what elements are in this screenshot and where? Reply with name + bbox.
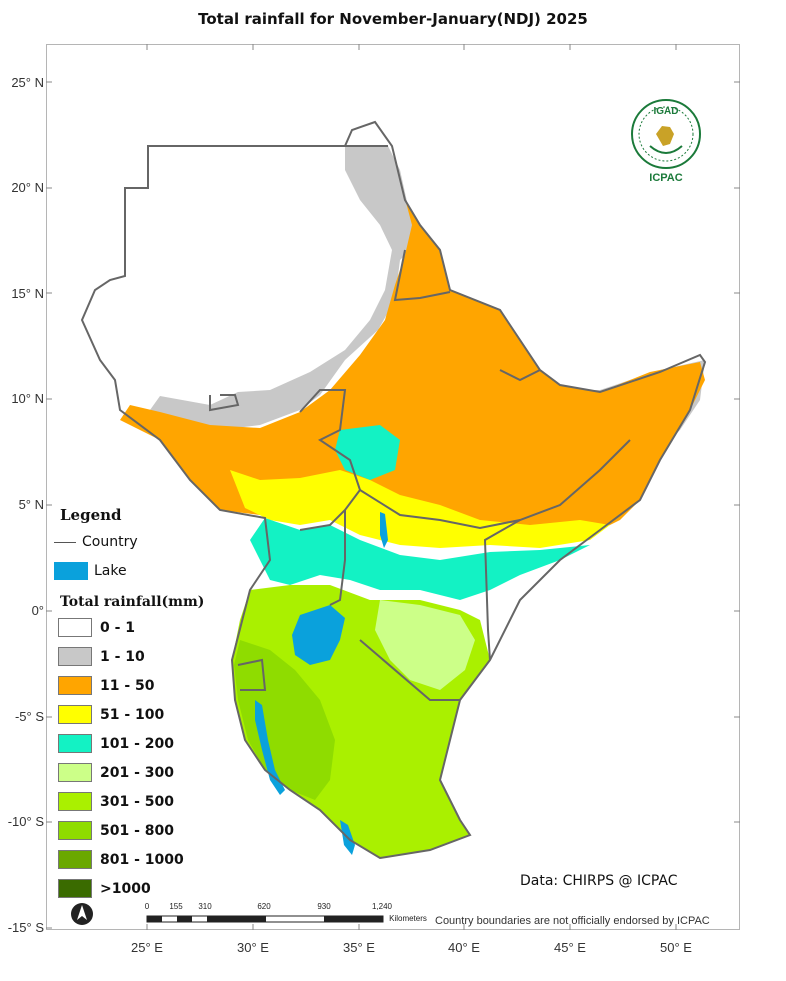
region-11-50 <box>120 146 705 540</box>
lake-victoria <box>292 605 345 665</box>
scale-unit: Kilometers <box>389 914 427 923</box>
legend-class-row: 1 - 10 <box>52 647 145 666</box>
lon-label-25e: 25° E <box>131 940 163 955</box>
legend-class-row: 51 - 100 <box>52 705 164 724</box>
region-dry-north <box>82 146 405 410</box>
lake-tanganyika <box>255 700 285 795</box>
legend-class-swatch <box>58 850 92 869</box>
legend-class-label: 501 - 800 <box>100 822 175 839</box>
lat-label-20n: 20° N <box>11 180 44 195</box>
legend-class-label: 11 - 50 <box>100 677 155 694</box>
legend-class-swatch <box>58 676 92 695</box>
region-201-300 <box>375 600 475 690</box>
lake-turkana <box>380 512 388 548</box>
legend-country: Country <box>54 534 138 550</box>
lat-label-15n: 15° N <box>11 286 44 301</box>
legend-class-swatch <box>58 879 92 898</box>
legend-class-swatch <box>58 647 92 666</box>
data-credit: Data: CHIRPS @ ICPAC <box>520 873 678 889</box>
legend-class-label: 801 - 1000 <box>100 851 184 868</box>
lon-label-30e: 30° E <box>237 940 269 955</box>
lake-swatch <box>54 562 88 580</box>
legend-lake: Lake <box>54 562 127 580</box>
lat-label-25n: 25° N <box>11 75 44 90</box>
legend-class-row: 801 - 1000 <box>52 850 184 869</box>
legend-country-label: Country <box>82 534 138 550</box>
legend-class-swatch <box>58 792 92 811</box>
lat-label-5n: 5° N <box>18 497 44 512</box>
scale-tick-310: 310 <box>198 902 212 911</box>
scale-tick-930: 930 <box>317 902 331 911</box>
region-101-200 <box>250 518 590 600</box>
lat-label-equator: 0° <box>31 603 44 618</box>
legend-class-row: 301 - 500 <box>52 792 174 811</box>
scale-bar <box>146 915 384 923</box>
igad-icpac-logo: IGAD ICPAC <box>628 96 704 186</box>
region-501-800 <box>234 640 335 800</box>
scale-tick-1240: 1,240 <box>371 902 393 911</box>
legend-class-row: 11 - 50 <box>52 676 155 695</box>
lon-label-35e: 35° E <box>343 940 375 955</box>
legend-heading: Legend <box>60 506 122 524</box>
legend-class-label: 301 - 500 <box>100 793 175 810</box>
map-title: Total rainfall for November-January(NDJ)… <box>198 10 588 28</box>
lon-label-40e: 40° E <box>448 940 480 955</box>
legend-lake-label: Lake <box>94 563 127 579</box>
scale-tick-0: 0 <box>144 902 150 911</box>
lon-label-45e: 45° E <box>554 940 586 955</box>
legend-class-swatch <box>58 821 92 840</box>
legend-class-label: 0 - 1 <box>100 619 136 636</box>
north-arrow <box>71 903 93 925</box>
legend-class-label: >1000 <box>100 880 151 897</box>
lat-label-10n: 10° N <box>11 391 44 406</box>
lat-label-10s: -10° S <box>7 814 44 829</box>
region-1-10-north <box>150 146 420 430</box>
logo-bottom-text: ICPAC <box>649 172 683 184</box>
logo-top-text: IGAD <box>653 106 679 117</box>
legend-class-row: 501 - 800 <box>52 821 174 840</box>
region-51-100 <box>230 470 610 548</box>
logo-emblem-icon <box>631 99 701 169</box>
boundary-disclaimer: Country boundaries are not officially en… <box>435 915 710 927</box>
legend-class-swatch <box>58 763 92 782</box>
lat-label-5s: -5° S <box>14 709 44 724</box>
country-boundaries <box>80 120 707 860</box>
legend: Legend Country Lake Total rainfall(mm) 0… <box>52 506 242 898</box>
legend-class-row: 0 - 1 <box>52 618 135 637</box>
country-line-icon <box>54 541 76 543</box>
legend-class-row: 101 - 200 <box>52 734 174 753</box>
scale-tick-155: 155 <box>169 902 183 911</box>
lon-label-50e: 50° E <box>660 940 692 955</box>
scale-tick-620: 620 <box>257 902 271 911</box>
map-ticks <box>46 44 740 930</box>
legend-class-label: 201 - 300 <box>100 764 175 781</box>
legend-class-swatch <box>58 618 92 637</box>
legend-class-label: 101 - 200 <box>100 735 175 752</box>
legend-class-label: 1 - 10 <box>100 648 145 665</box>
legend-class-label: 51 - 100 <box>100 706 165 723</box>
legend-class-row: >1000 <box>52 879 151 898</box>
legend-class-swatch <box>58 734 92 753</box>
legend-rainfall-title: Total rainfall(mm) <box>60 594 205 610</box>
legend-class-row: 201 - 300 <box>52 763 174 782</box>
legend-class-swatch <box>58 705 92 724</box>
lat-label-15s: -15° S <box>7 920 44 935</box>
